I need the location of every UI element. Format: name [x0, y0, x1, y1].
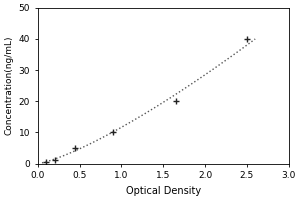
X-axis label: Optical Density: Optical Density [126, 186, 201, 196]
Y-axis label: Concentration(ng/mL): Concentration(ng/mL) [4, 36, 13, 135]
